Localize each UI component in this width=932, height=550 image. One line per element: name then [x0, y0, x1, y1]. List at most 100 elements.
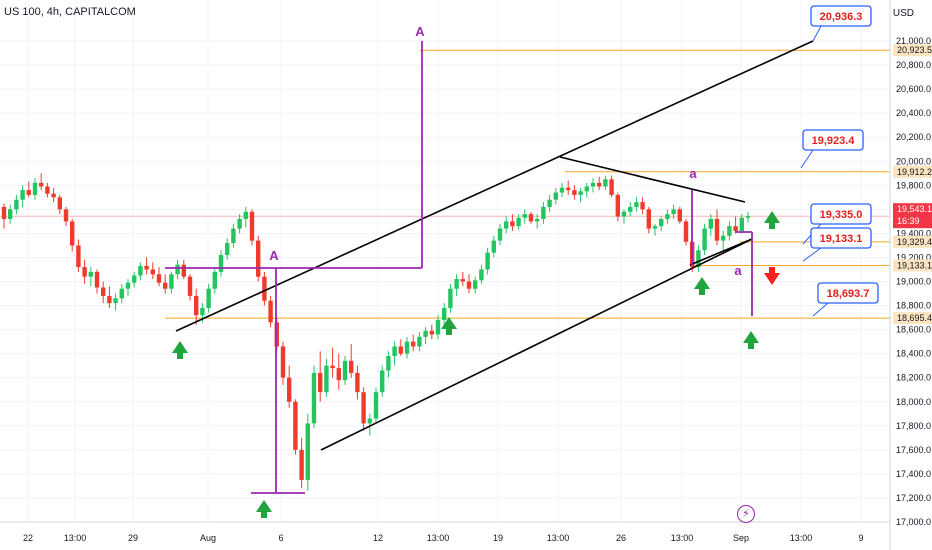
candle-body [566, 187, 571, 191]
candle-body [727, 226, 732, 236]
y-tick-label: 19,800.0 [896, 180, 931, 190]
candle-body [156, 274, 162, 283]
y-tick-label: 18,000.0 [896, 397, 931, 407]
channel-upper-line [175, 40, 814, 332]
currency-label[interactable]: USD [892, 8, 914, 19]
callout-label: 20,936.3 [820, 11, 863, 23]
candle-body [454, 279, 459, 289]
candle-body [280, 346, 286, 378]
candle-body [677, 209, 682, 222]
candle-body [559, 187, 565, 193]
candle-body [367, 418, 372, 424]
price-flag-label: 19,133.1 [897, 260, 932, 270]
callout-pointer [812, 302, 829, 317]
candle-body [479, 269, 484, 281]
candle-body [119, 288, 124, 299]
candle-body [460, 279, 465, 282]
candle-body [1, 206, 7, 219]
y-tick-label: 18,600.0 [896, 325, 931, 335]
y-tick-label: 21,000.0 [896, 36, 931, 46]
y-tick-label: 17,600.0 [896, 445, 931, 455]
up-arrow-icon [743, 331, 759, 349]
channel-lower-line [320, 238, 753, 451]
x-tick-label: 13:00 [790, 533, 813, 543]
x-tick-label: 13:00 [427, 533, 450, 543]
up-arrow-icon [172, 341, 188, 359]
candle-body [659, 218, 664, 227]
candle-body [621, 211, 627, 217]
candle-body [256, 240, 261, 277]
candle-body [82, 267, 87, 277]
candle-body [169, 274, 174, 289]
candle-body [249, 211, 255, 241]
candle-body [51, 193, 56, 198]
candle-body [485, 252, 490, 270]
y-tick-label: 18,400.0 [896, 349, 931, 359]
candle-body [380, 370, 385, 393]
candle-body [597, 182, 602, 187]
candle-body [404, 341, 410, 354]
candle-body [88, 271, 93, 277]
candle-body [510, 221, 515, 227]
y-tick-label: 18,800.0 [896, 301, 931, 311]
y-tick-label: 20,800.0 [896, 60, 931, 70]
price-axis: 21,000.0 20,800.0 20,600.0 20,400.0 20,200.0… [889, 0, 932, 550]
price-flag-label: 19,543.1 [897, 204, 932, 214]
callout-box [810, 5, 872, 27]
candle-body [330, 365, 335, 369]
candle-body [392, 346, 397, 357]
candle-body [696, 250, 701, 268]
candle-body [144, 265, 149, 270]
candle-body [634, 202, 639, 207]
candle-body [113, 298, 118, 304]
y-tick-label: 17,400.0 [896, 469, 931, 479]
price-flag [893, 259, 932, 272]
candle-body [584, 186, 589, 192]
candle-body [615, 194, 620, 217]
callout-label: 18,693.7 [827, 288, 870, 300]
candle-body [150, 269, 155, 275]
candle-body [200, 307, 205, 316]
candle-body [733, 226, 738, 231]
y-tick-label: 20,400.0 [896, 108, 931, 118]
y-tick-label: 17,000.0 [896, 517, 931, 527]
candle-body [138, 265, 143, 276]
x-tick-label: 19 [493, 533, 503, 543]
candle-body [417, 336, 422, 347]
callout-pointer [812, 25, 822, 42]
candle-body [473, 280, 478, 289]
callout-pointer [802, 247, 822, 262]
callout-box [802, 129, 864, 151]
x-tick-label: 29 [128, 533, 138, 543]
x-tick-label: 13:00 [671, 533, 694, 543]
candle-body [305, 423, 310, 480]
y-tick-label: 19,000.0 [896, 277, 931, 287]
candle-body [206, 288, 211, 308]
candle-body [225, 243, 230, 256]
x-tick-label: Aug [200, 533, 216, 543]
chart-title: US 100, 4h, CAPITALCOM [4, 6, 136, 18]
x-tick-label: 13:00 [64, 533, 87, 543]
callout-box [810, 227, 872, 249]
candle-body [671, 209, 676, 215]
y-tick-label: 20,600.0 [896, 84, 931, 94]
y-tick-label: 20,000.0 [896, 156, 931, 166]
candle-body [429, 330, 434, 335]
candle-body [411, 341, 416, 347]
candle-body [504, 221, 509, 229]
candle-body [39, 182, 44, 187]
x-tick-label: 13:00 [547, 533, 570, 543]
candle-body [268, 300, 273, 323]
candle-body [20, 190, 25, 200]
candle-body [70, 221, 75, 246]
candle-body [194, 295, 199, 316]
candle-body [553, 192, 558, 200]
candle-body [26, 190, 31, 195]
candle-body [299, 449, 304, 480]
candle-body [522, 214, 527, 218]
candle-body [336, 368, 341, 381]
lightning-icon[interactable]: ⚡ [737, 505, 755, 523]
price-flag-label: 19,912.2 [897, 167, 932, 177]
candle-body [547, 199, 552, 207]
